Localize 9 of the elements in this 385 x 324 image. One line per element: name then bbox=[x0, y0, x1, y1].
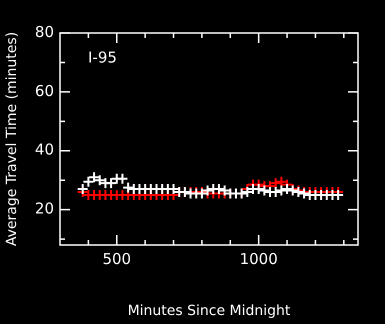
x-tick-label: 500 bbox=[102, 250, 132, 268]
y-tick-label: 20 bbox=[34, 200, 54, 218]
y-tick-label: 40 bbox=[34, 140, 54, 159]
y-tick-label: 80 bbox=[34, 22, 54, 41]
x-tick-label: 1000 bbox=[240, 250, 278, 268]
annotation: I-95 bbox=[88, 48, 117, 66]
x-axis-title: Minutes Since Midnight bbox=[128, 303, 291, 320]
y-tick-label: 60 bbox=[34, 82, 54, 100]
y-axis-title: Average Travel Time (minutes) bbox=[4, 32, 20, 246]
